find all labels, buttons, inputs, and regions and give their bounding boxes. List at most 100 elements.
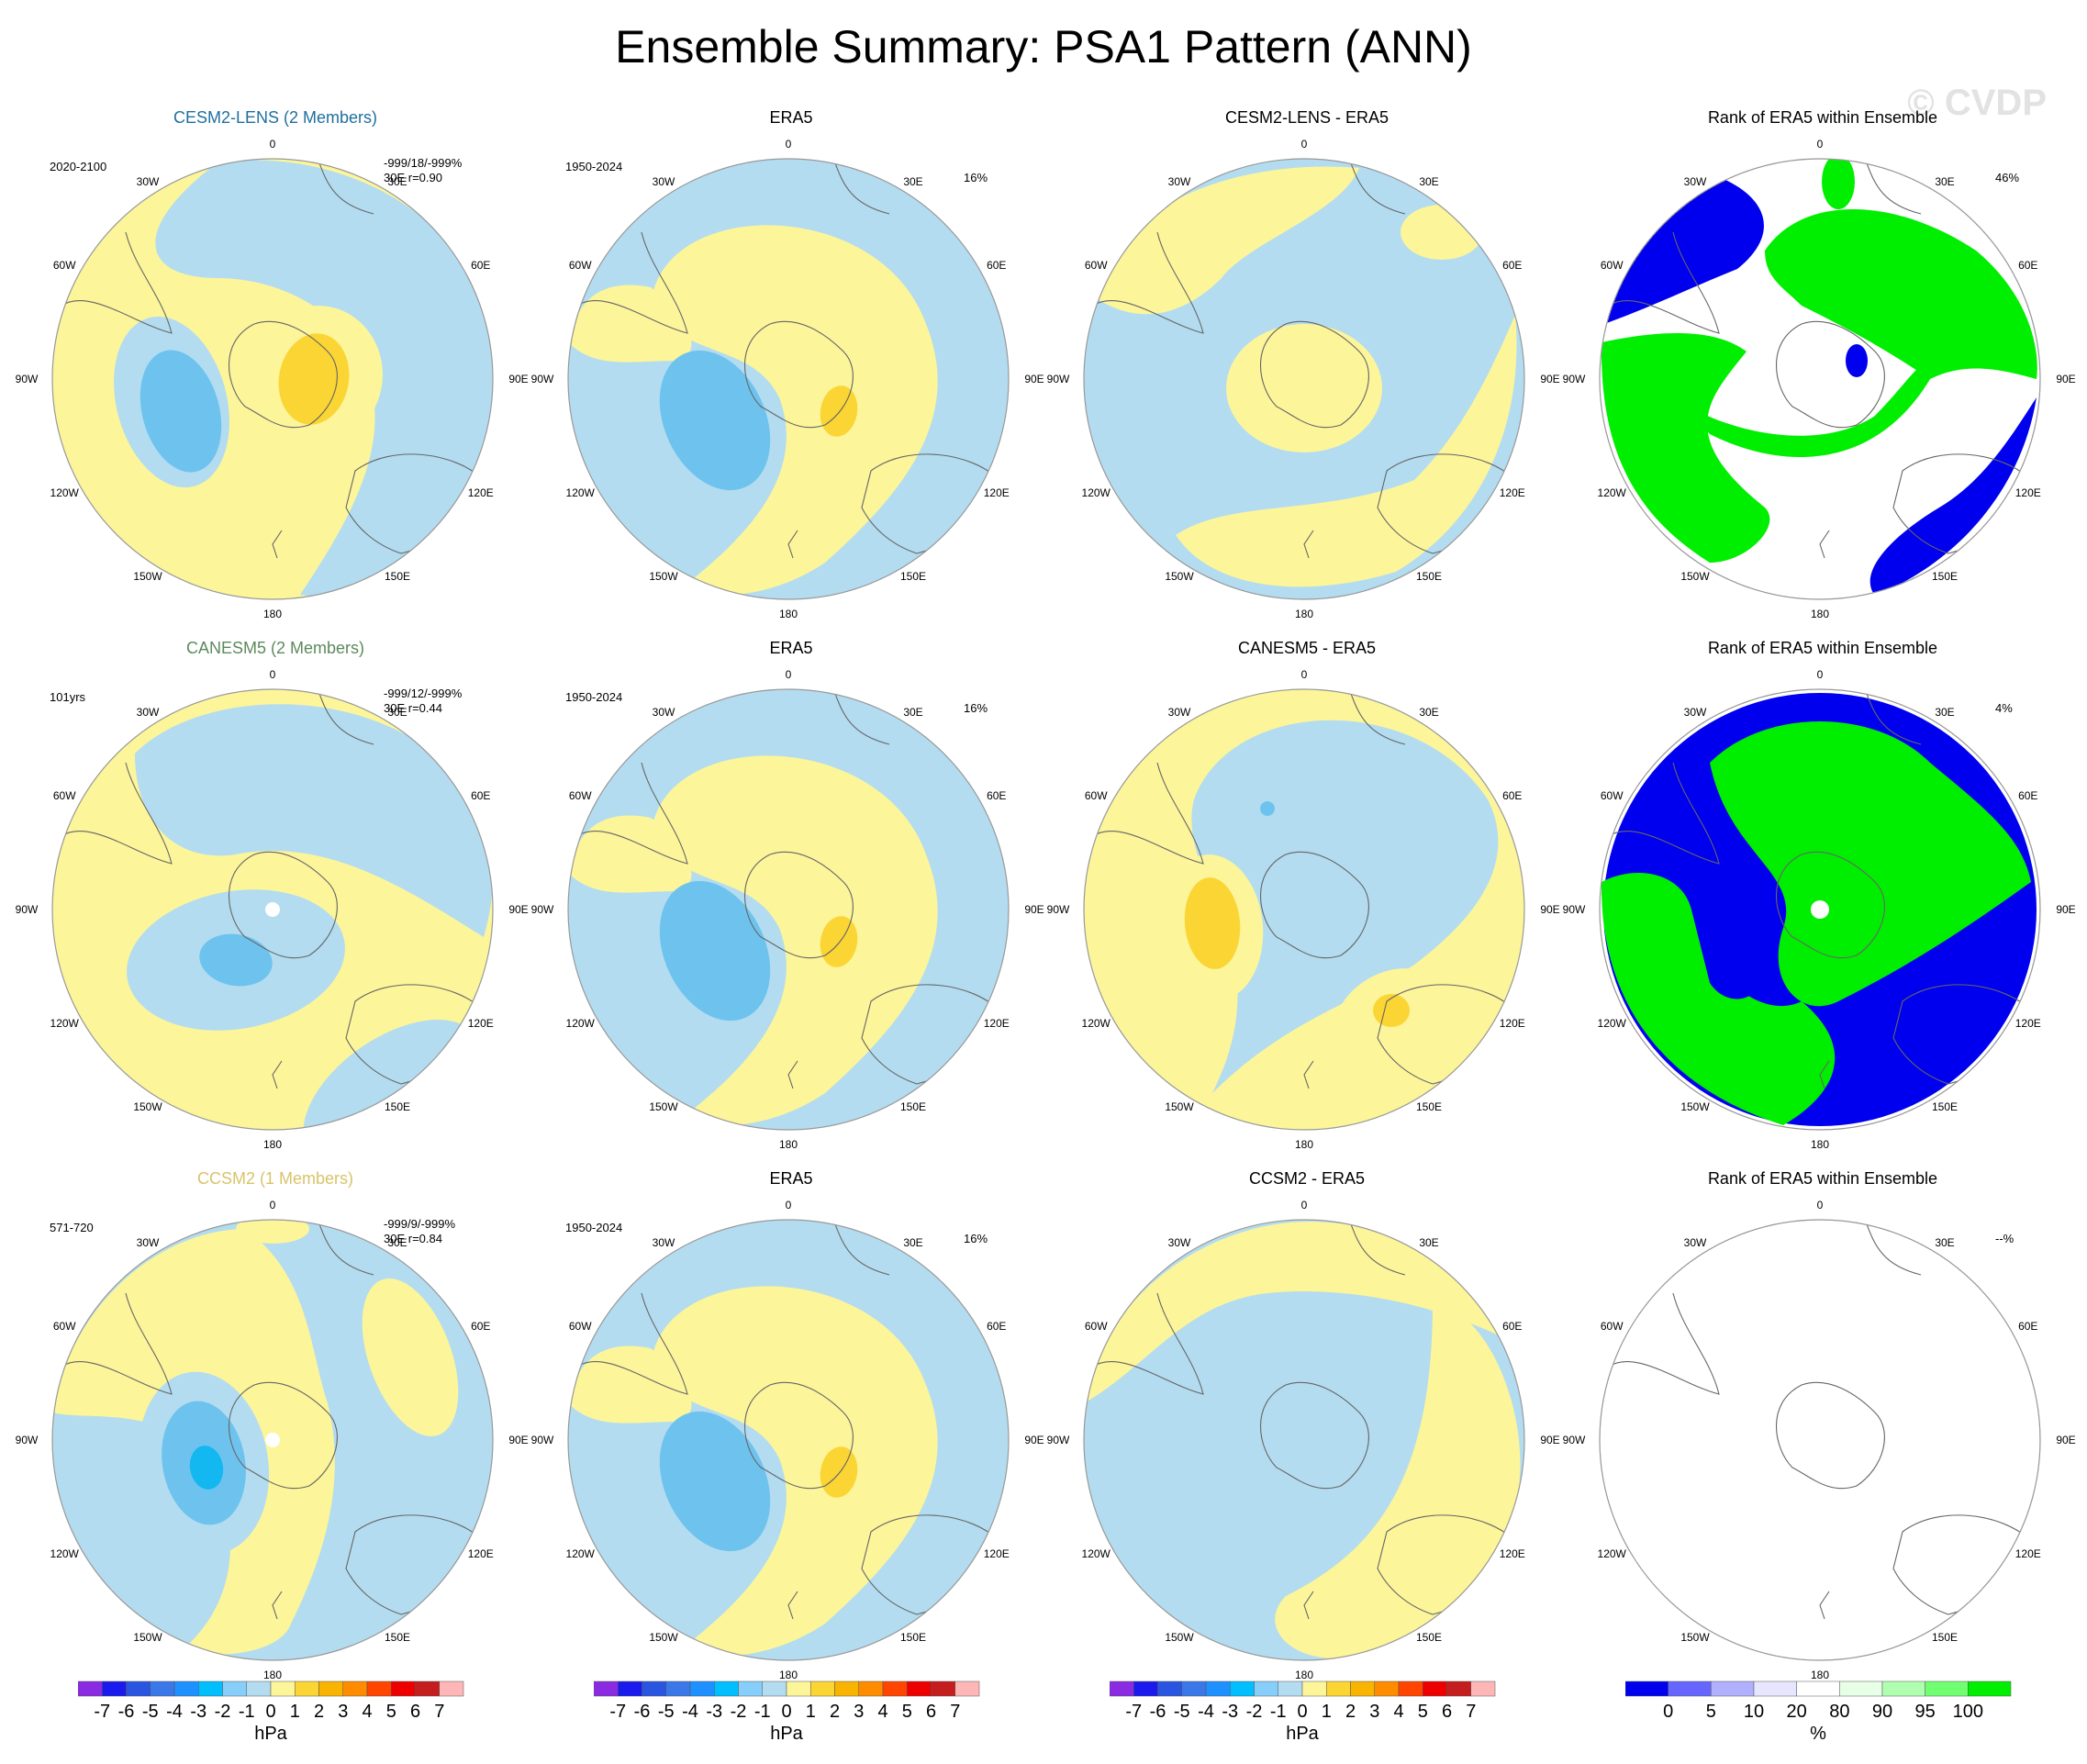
colorbar-swatch — [738, 1680, 763, 1697]
longitude-label: 120W — [1597, 1547, 1626, 1560]
colorbar-colorbar_hpa: -7 -6 -5 -4 -3 -2 -1 0 1 2 3 4 5 6 7 hPa — [77, 1680, 473, 1762]
colorbar-tick-label: 6 — [409, 1702, 421, 1722]
longitude-label: 30W — [136, 1236, 160, 1250]
antarctica-coastline — [1259, 1381, 1369, 1490]
longitude-label: 120W — [50, 486, 79, 499]
colorbar-tick-label: -3 — [1222, 1702, 1239, 1722]
longitude-label: 30E — [1419, 706, 1439, 720]
colorbar-swatch — [198, 1680, 223, 1697]
longitude-label: 60W — [568, 259, 592, 272]
panel-title: ERA5 — [769, 108, 813, 127]
longitude-label: 180 — [1810, 1669, 1830, 1681]
south-america-coastline — [61, 762, 173, 865]
colorbar-swatch — [1446, 1680, 1471, 1697]
field-negative — [155, 160, 493, 597]
colorbar-tick-label: -5 — [657, 1702, 675, 1722]
colorbar-colorbar_hpa: -7 -6 -5 -4 -3 -2 -1 0 1 2 3 4 5 6 7 hPa — [593, 1680, 988, 1762]
colorbar-swatch — [858, 1680, 884, 1697]
south-america-coastline — [61, 1292, 173, 1395]
longitude-label: 60E — [1502, 789, 1523, 802]
antarctica-coastline — [743, 851, 854, 959]
longitude-label: 60E — [2018, 259, 2038, 272]
africa-coastline — [1349, 160, 1406, 215]
new-zealand-coastline — [272, 1060, 283, 1089]
colorbar-swatch — [834, 1680, 859, 1697]
colorbar-swatch — [618, 1680, 642, 1697]
longitude-label: 180 — [262, 1669, 283, 1681]
longitude-label: 60W — [52, 259, 76, 272]
colorbar-swatch — [1711, 1680, 1755, 1697]
longitude-label: 60E — [987, 259, 1007, 272]
longitude-label: 90E — [508, 903, 529, 916]
longitude-label: 150E — [384, 1630, 411, 1644]
colorbar-swatch — [126, 1680, 151, 1697]
south-america-coastline — [1608, 231, 1720, 334]
longitude-label: 180 — [1294, 1669, 1314, 1681]
longitude-label: 60W — [568, 1320, 592, 1333]
colorbar-unit: % — [1810, 1724, 1826, 1744]
longitude-label: 150E — [1931, 1630, 1959, 1644]
map-panel-9: CCSM2 (1 Members) 571-720 -999/9/-999% 30E … — [15, 1169, 532, 1683]
colorbar-swatch — [1254, 1680, 1278, 1697]
panel-title: CCSM2 (1 Members) — [196, 1169, 354, 1188]
field-negative-core — [659, 880, 771, 1022]
longitude-label: 30W — [1167, 1236, 1191, 1250]
percent-label: 16% — [964, 701, 988, 715]
field-positive — [1084, 1221, 1506, 1403]
colorbar-swatch — [439, 1680, 464, 1697]
longitude-label: 90W — [1046, 1434, 1070, 1446]
longitude-label: 150W — [1680, 1100, 1710, 1113]
panel-title: CANESM5 - ERA5 — [1237, 639, 1377, 657]
map-panel-11: CCSM2 - ERA5 0 30E 60E 90E 120E 150E 180 150W 120… — [1046, 1169, 1564, 1683]
africa-coastline — [1865, 690, 1922, 745]
longitude-label: 0 — [1816, 1199, 1824, 1211]
stats-label: -999/18/-999% — [384, 156, 463, 170]
colorbar-tick-label: -3 — [706, 1702, 723, 1722]
africa-coastline — [318, 1221, 374, 1276]
stats-label: -999/12/-999% — [384, 687, 463, 700]
longitude-label: 120W — [1597, 1017, 1626, 1030]
colorbar-swatch — [1157, 1680, 1182, 1697]
longitude-label: 90E — [508, 1434, 529, 1446]
field-positive — [568, 285, 692, 363]
colorbar-swatch — [1668, 1680, 1712, 1697]
colorbar-tick-label: 2 — [313, 1702, 325, 1722]
longitude-label: 120E — [1499, 1547, 1525, 1560]
pole-marker — [265, 1433, 280, 1447]
longitude-label: 60W — [52, 1320, 76, 1333]
colorbar-swatch — [1230, 1680, 1255, 1697]
map-panel-10: ERA5 1950-2024 16% 0 30E 60E 90E 120E 150E 180 150… — [531, 1169, 1048, 1683]
field-negative-core — [199, 933, 273, 987]
colorbar-swatch — [954, 1680, 980, 1697]
colorbar-swatch — [1753, 1680, 1797, 1697]
longitude-label: 30E — [903, 1236, 923, 1250]
south-america-coastline — [1092, 1292, 1204, 1395]
antarctica-coastline — [228, 851, 338, 959]
longitude-label: 150E — [899, 1630, 927, 1644]
map-panel-8: Rank of ERA5 within Ensemble 4% 0 30E 60E 90E… — [1563, 639, 2080, 1153]
colorbar-swatch — [415, 1680, 440, 1697]
field-positive — [1401, 205, 1483, 260]
africa-coastline — [833, 690, 890, 745]
longitude-label: 60W — [1600, 259, 1624, 272]
africa-coastline — [318, 160, 374, 215]
pole-marker — [265, 902, 280, 917]
colorbar-swatch — [173, 1680, 199, 1697]
colorbar-tick-label: -6 — [633, 1702, 651, 1722]
longitude-label: 0 — [1300, 138, 1308, 151]
longitude-label: 90W — [15, 1434, 39, 1446]
colorbar-tick-label: 5 — [1705, 1702, 1716, 1722]
colorbar-swatch — [318, 1680, 343, 1697]
longitude-label: 0 — [1300, 668, 1308, 681]
longitude-label: 30W — [652, 706, 675, 720]
map-svg — [1083, 688, 1525, 1131]
period-label: 1950-2024 — [565, 1221, 623, 1234]
panel-title: CANESM5 (2 Members) — [185, 639, 365, 657]
longitude-label: 0 — [269, 668, 276, 681]
colorbar-swatch — [366, 1680, 392, 1697]
longitude-label: 0 — [785, 668, 792, 681]
longitude-label: 180 — [262, 1138, 283, 1151]
longitude-label: 90E — [1540, 1434, 1560, 1446]
longitude-label: 60W — [1084, 789, 1108, 802]
field-positive — [651, 1286, 938, 1657]
